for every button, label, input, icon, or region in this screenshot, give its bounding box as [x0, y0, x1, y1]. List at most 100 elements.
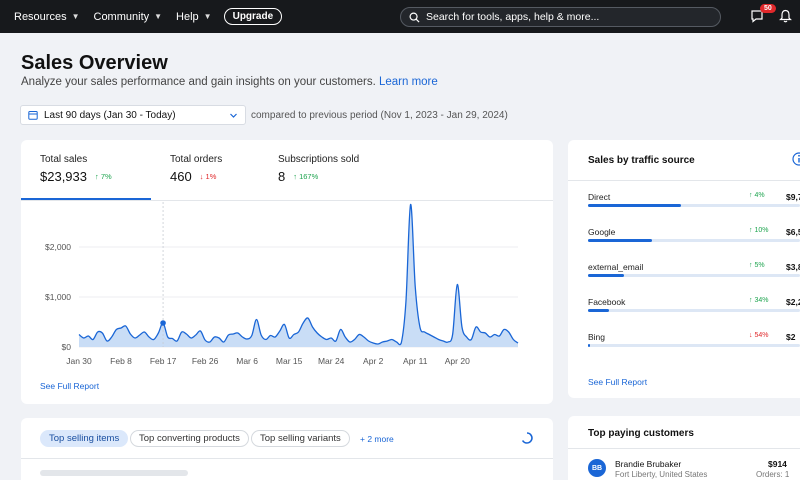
traffic-source-name: external_email — [588, 262, 644, 272]
sales-line — [78, 203, 519, 346]
customer-amount: $914 — [768, 459, 787, 469]
tab-label: Total orders — [170, 154, 223, 165]
divider — [21, 200, 553, 201]
nav-help[interactable]: Help ▼ — [176, 11, 212, 23]
date-range-dropdown[interactable]: Last 90 days (Jan 30 - Today) — [20, 105, 246, 125]
upgrade-button[interactable]: Upgrade — [223, 8, 283, 25]
sales-stats-card: Total sales $23,933 ↑ 7% Total orders 460… — [21, 140, 553, 404]
change-value: 4% — [754, 192, 765, 199]
customer-orders: Orders: 1 — [756, 470, 790, 479]
traffic-share-fill — [588, 204, 682, 207]
x-tick-label: Mar 6 — [236, 356, 258, 366]
customers-title: Top paying customers — [588, 428, 694, 439]
traffic-share-fill — [588, 239, 652, 242]
chevron-down-icon — [230, 113, 237, 118]
loading-spinner-icon — [521, 432, 533, 444]
divider — [568, 180, 800, 181]
top-selling-card: Top selling items Top converting product… — [21, 418, 553, 480]
hover-marker-dot[interactable] — [160, 320, 166, 326]
page-subtitle: Analyze your sales performance and gain … — [21, 76, 438, 88]
chevron-down-icon: ▼ — [154, 12, 163, 21]
more-tabs-link[interactable]: + 2 more — [360, 434, 394, 444]
tab-value: 8 — [278, 169, 286, 184]
traffic-share-bar — [588, 274, 800, 277]
calendar-icon — [28, 111, 38, 120]
search-icon — [409, 12, 420, 23]
change-up: ↑ 34% — [749, 297, 769, 304]
traffic-source-value: $3,85 — [786, 262, 800, 272]
top-customers-card: Top paying customers BB Brandie Brubaker… — [568, 416, 800, 480]
traffic-source-value: $6,59 — [786, 227, 800, 237]
traffic-source-name: Direct — [588, 192, 611, 202]
traffic-share-bar — [588, 344, 800, 347]
info-icon[interactable] — [792, 152, 800, 166]
tab-label: Subscriptions sold — [278, 154, 360, 165]
change-down: ↓ 1% — [199, 172, 217, 181]
x-tick-label: Apr 20 — [445, 356, 470, 366]
tab-value: $23,933 — [40, 169, 87, 184]
learn-more-link[interactable]: Learn more — [378, 76, 438, 88]
change-value: 167% — [299, 172, 319, 181]
traffic-row: Google ↑ 10% $6,59 — [588, 227, 800, 242]
comparison-text: compared to previous period (Nov 1, 2023… — [251, 110, 508, 121]
change-up: ↑ 7% — [95, 172, 112, 181]
traffic-title: Sales by traffic source — [588, 155, 695, 166]
traffic-row: Bing ↓ 54% $2 — [588, 332, 800, 347]
pill-top-converting-products[interactable]: Top converting products — [130, 430, 249, 447]
traffic-row: Direct ↑ 4% $9,77 — [588, 192, 800, 207]
divider — [568, 448, 800, 449]
top-bar: Resources ▼ Community ▼ Help ▼ Upgrade Sear… — [0, 0, 800, 33]
change-value: 7% — [100, 172, 112, 181]
nav-community[interactable]: Community ▼ — [94, 11, 163, 23]
x-tick-label: Feb 26 — [192, 356, 219, 366]
traffic-share-fill — [588, 274, 625, 277]
bell-icon[interactable] — [779, 9, 792, 23]
change-up: ↑ 167% — [293, 172, 319, 181]
chevron-down-icon: ▼ — [203, 12, 212, 21]
traffic-row: external_email ↑ 5% $3,85 — [588, 262, 800, 277]
nav-resources[interactable]: Resources ▼ — [14, 11, 80, 23]
see-full-report-link[interactable]: See Full Report — [588, 377, 648, 387]
traffic-share-bar — [588, 239, 800, 242]
x-tick-label: Mar 24 — [318, 356, 345, 366]
notification-badge: 50 — [760, 4, 776, 13]
see-full-report-link[interactable]: See Full Report — [40, 381, 100, 391]
search-input[interactable]: Search for tools, apps, help & more... — [400, 7, 721, 27]
date-range-label: Last 90 days (Jan 30 - Today) — [44, 109, 176, 121]
traffic-row: Facebook ↑ 34% $2,29 — [588, 297, 800, 312]
change-value: 10% — [754, 227, 769, 234]
change-value: 5% — [754, 262, 765, 269]
customer-name[interactable]: Brandie Brubaker — [615, 459, 682, 469]
y-tick-label: $2,000 — [45, 242, 71, 252]
divider — [21, 458, 553, 459]
traffic-source-value: $9,77 — [786, 192, 800, 202]
x-tick-label: Apr 11 — [403, 356, 428, 366]
traffic-source-name: Google — [588, 227, 616, 237]
traffic-share-fill — [588, 309, 610, 312]
tab-total-orders[interactable]: Total orders 460 ↓ 1% — [170, 154, 222, 184]
change-value: 1% — [205, 172, 217, 181]
nav-community-label: Community — [93, 10, 150, 23]
tab-subscriptions-sold[interactable]: Subscriptions sold 8 ↑ 167% — [278, 154, 359, 184]
change-down: ↓ 54% — [749, 332, 769, 339]
traffic-source-value: $2 — [786, 332, 796, 342]
tab-total-sales[interactable]: Total sales $23,933 ↑ 7% — [40, 154, 112, 184]
nav-resources-label: Resources — [14, 10, 67, 23]
y-tick-label: $1,000 — [45, 292, 71, 302]
traffic-source-name: Facebook — [588, 297, 626, 307]
subtitle-text: Analyze your sales performance and gain … — [21, 76, 376, 88]
x-tick-label: Feb 17 — [150, 356, 177, 366]
active-tab-indicator — [21, 198, 151, 200]
change-value: 34% — [754, 297, 769, 304]
x-tick-label: Apr 2 — [363, 356, 384, 366]
sales-area — [79, 204, 518, 347]
loading-placeholder — [40, 470, 188, 476]
tab-label: Total sales — [40, 154, 88, 165]
pill-top-selling-variants[interactable]: Top selling variants — [251, 430, 350, 447]
tab-value: 460 — [170, 169, 192, 184]
page-title: Sales Overview — [21, 52, 168, 74]
pill-top-selling-items[interactable]: Top selling items — [40, 430, 129, 447]
sales-chart: $0 $1,000 $2,000 Jan 30 Feb 8 Feb 17 Feb 26 Ma… — [45, 202, 519, 366]
x-tick-label: Jan 30 — [66, 356, 92, 366]
search-placeholder: Search for tools, apps, help & more... — [426, 11, 600, 23]
